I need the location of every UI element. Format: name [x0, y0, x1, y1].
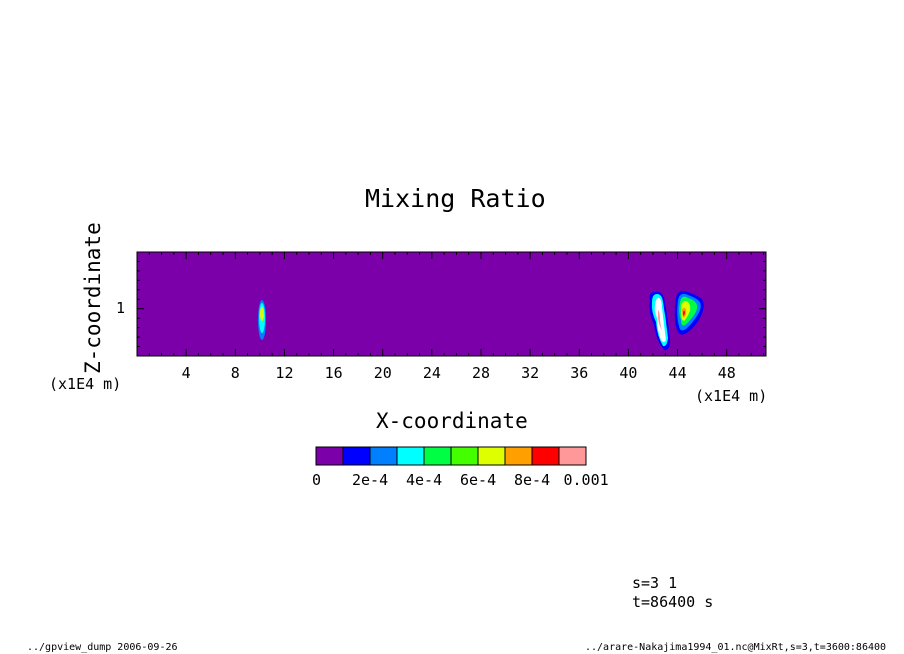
colorbar-label: 6e-4 [460, 471, 497, 489]
colorbar-swatch [504, 446, 533, 466]
colorbar-swatch [369, 446, 398, 466]
colorbar-label: 0.001 [563, 471, 609, 489]
mixing-feature-3 [674, 290, 704, 335]
chart-title: Mixing Ratio [365, 184, 546, 213]
colorbar-label: 2e-4 [352, 471, 389, 489]
colorbar-swatch [558, 446, 587, 466]
axis-ticks [137, 252, 766, 356]
mixing-feature-2 [649, 291, 670, 351]
colorbar-swatch [531, 446, 560, 466]
x-tick-label: 48 [717, 364, 736, 382]
x-tick-label: 40 [619, 364, 638, 382]
x-axis-label: X-coordinate [376, 409, 528, 433]
colorbar-swatch [423, 446, 452, 466]
y-tick-label: 1 [116, 298, 126, 317]
mixing-feature-1 [258, 300, 266, 340]
x-tick-label: 12 [275, 364, 294, 382]
footer-right: ../arare-Nakajima1994_01.nc@MixRt,s=3,t=… [585, 642, 887, 653]
x-tick-label: 44 [668, 364, 687, 382]
plot-frame [136, 251, 767, 357]
time-info: t=86400 s [632, 593, 714, 611]
colorbar-label: 0 [312, 471, 322, 489]
colorbar-swatch [396, 446, 425, 466]
x-unit-label: (x1E4 m) [695, 387, 768, 405]
colorbar [315, 446, 587, 466]
y-unit-label: (x1E4 m) [49, 375, 122, 393]
y-axis-label: Z-coordinate [81, 222, 105, 374]
footer-left: ../gpview_dump 2006-09-26 [27, 642, 178, 653]
colorbar-swatch [477, 446, 506, 466]
x-tick-label: 36 [570, 364, 589, 382]
colorbar-label: 8e-4 [514, 471, 551, 489]
x-tick-label: 24 [422, 364, 441, 382]
colorbar-label: 4e-4 [406, 471, 443, 489]
x-tick-label: 16 [324, 364, 343, 382]
x-tick-label: 8 [230, 364, 240, 382]
step-info: s=3 1 [632, 574, 678, 592]
plot-area [137, 252, 766, 356]
colorbar-swatch [315, 446, 344, 466]
x-tick-label: 4 [181, 364, 191, 382]
colorbar-swatch [342, 446, 371, 466]
x-tick-label: 32 [521, 364, 540, 382]
x-tick-label: 28 [471, 364, 491, 382]
x-tick-label: 20 [373, 364, 392, 382]
colorbar-swatch [450, 446, 479, 466]
